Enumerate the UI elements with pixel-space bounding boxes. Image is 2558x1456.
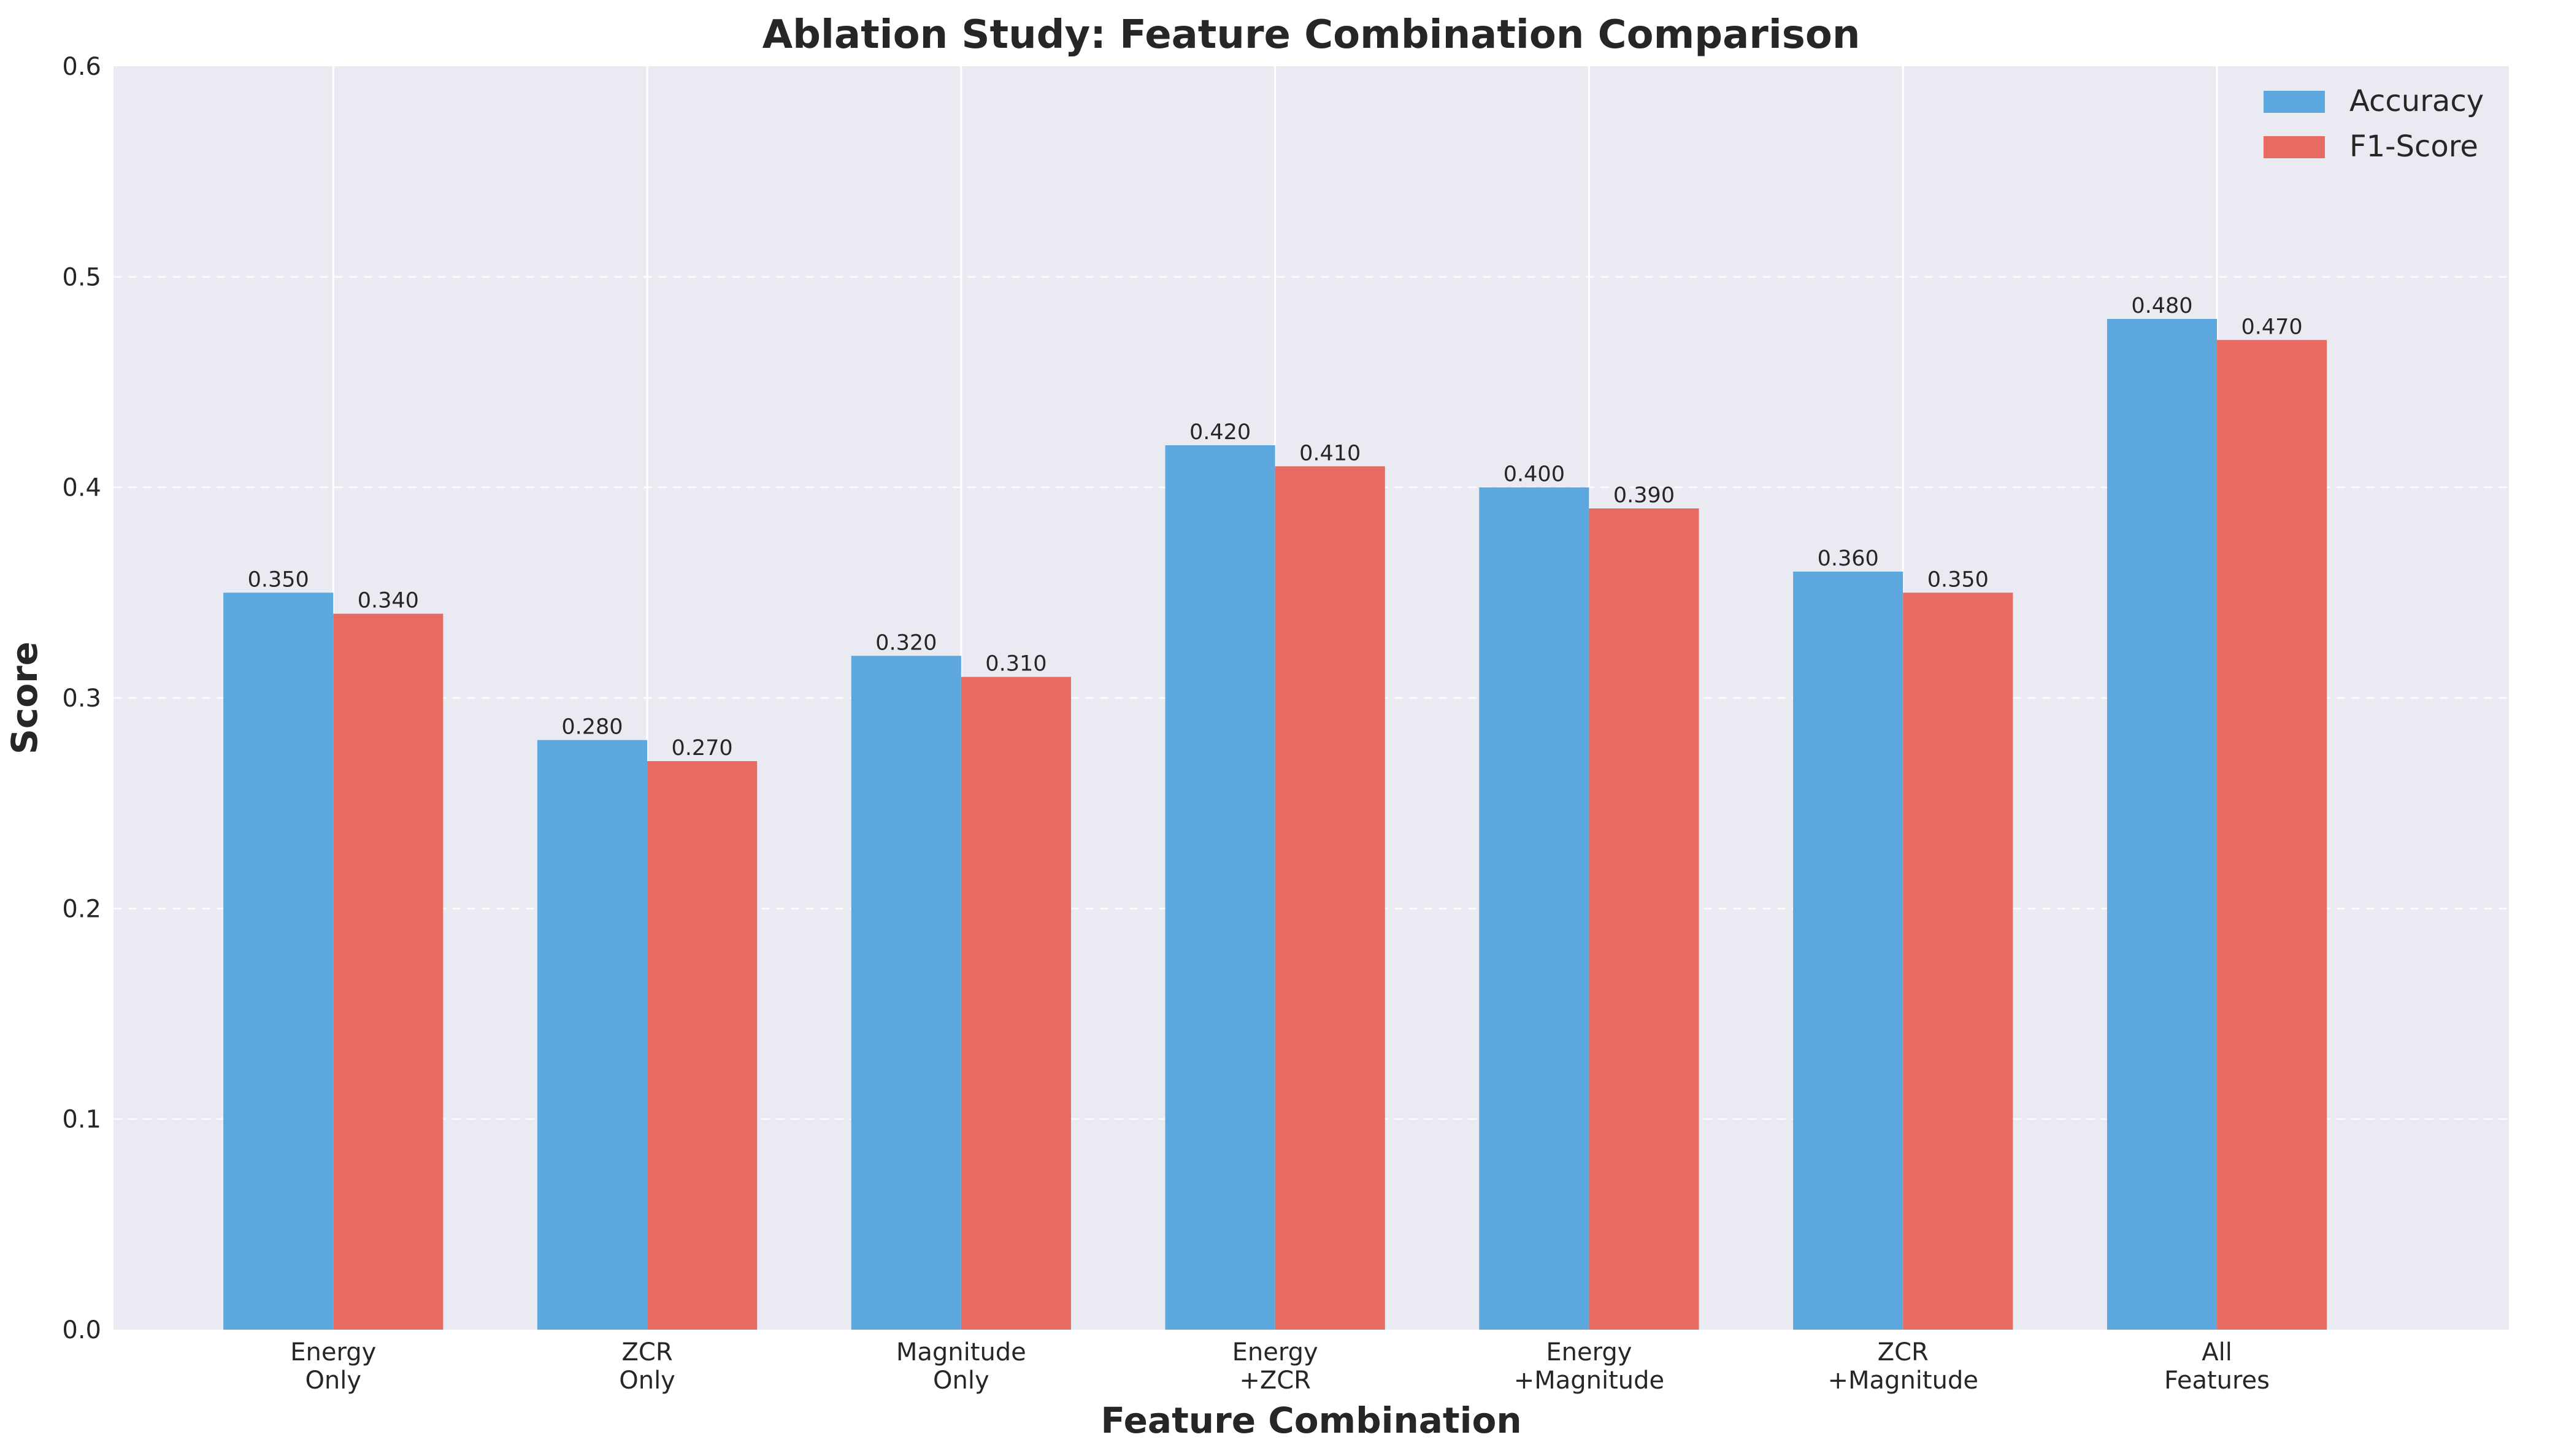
y-tick-label: 0.3 [62,684,101,713]
data-label-accuracy: 0.360 [1818,546,1879,571]
data-label-accuracy: 0.400 [1504,462,1565,487]
legend-swatch-accuracy [2264,91,2325,113]
x-tick-labels: Energy Only ZCR Only Magnitude Only Energy +ZCR… [290,1338,2270,1395]
x-tick-label: ZCR +Magnitude [1828,1338,1978,1395]
y-tick-label: 0.6 [62,53,101,81]
bars [223,319,2327,1330]
x-tick-label: Energy Only [290,1338,376,1395]
y-tick-label: 0.1 [62,1106,101,1134]
bar-accuracy [1793,572,1903,1330]
data-label-accuracy: 0.280 [561,715,623,740]
bar-accuracy [1479,487,1589,1330]
chart-title: Ablation Study: Feature Combination Comp… [762,12,1861,58]
legend: Accuracy F1-Score [2264,84,2484,164]
data-label-f1-score: 0.310 [985,652,1047,676]
y-axis-label: Score [4,642,45,754]
legend-label-accuracy: Accuracy [2349,84,2484,118]
bar-f1-score [961,676,1071,1330]
y-tick-label: 0.5 [62,263,101,291]
bar-accuracy [223,592,334,1330]
bar-f1-score [1275,466,1385,1330]
data-label-f1-score: 0.410 [1299,441,1361,466]
y-tick-label: 0.2 [62,895,101,923]
x-tick-label: All Features [2164,1338,2270,1395]
data-label-accuracy: 0.350 [248,567,309,592]
bar-f1-score [647,761,758,1330]
y-tick-labels: 0.0 0.1 0.2 0.3 0.4 0.5 0.6 [62,53,101,1344]
bar-accuracy [537,740,648,1330]
data-label-accuracy: 0.420 [1189,420,1251,445]
legend-label-f1-score: F1-Score [2349,129,2478,164]
bar-accuracy [2107,319,2218,1330]
data-label-f1-score: 0.390 [1613,483,1675,508]
x-tick-label: ZCR Only [619,1338,675,1395]
data-label-f1-score: 0.270 [672,736,733,761]
data-label-f1-score: 0.350 [1927,567,1989,592]
data-label-f1-score: 0.340 [358,589,419,613]
bar-f1-score [2217,340,2327,1330]
x-tick-label: Magnitude Only [896,1338,1026,1395]
bar-f1-score [1903,592,2013,1330]
y-tick-label: 0.4 [62,474,101,502]
data-label-f1-score: 0.470 [2241,315,2302,339]
y-tick-label: 0.0 [62,1316,101,1344]
data-label-accuracy: 0.480 [2131,294,2192,318]
x-axis-label: Feature Combination [1100,1400,1521,1441]
data-labels: 0.350 0.280 0.320 0.420 0.400 0.360 0.480 0.340… [248,294,2303,761]
bar-accuracy [851,656,961,1330]
legend-swatch-f1-score [2264,136,2325,158]
bar-accuracy [1165,445,1275,1330]
data-label-accuracy: 0.320 [875,630,937,655]
bar-f1-score [333,613,444,1330]
x-tick-label: Energy +Magnitude [1514,1338,1664,1395]
bar-f1-score [1589,508,1699,1330]
x-tick-label: Energy +ZCR [1232,1338,1318,1395]
